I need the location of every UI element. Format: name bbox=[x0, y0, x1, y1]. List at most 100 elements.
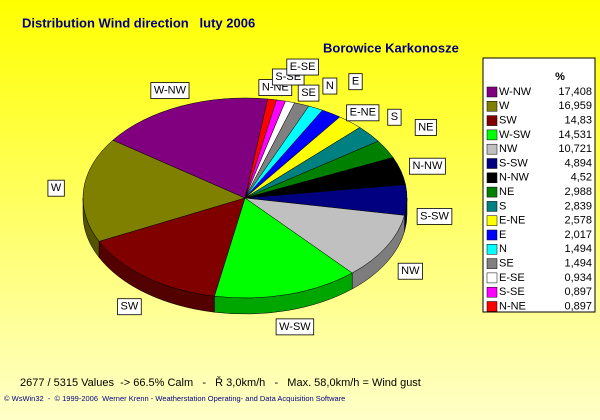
slice-label-box bbox=[297, 84, 320, 102]
footer: 2677 / 5315 Values -> 66.5% Calm - Ř 3,0… bbox=[20, 376, 421, 389]
legend-swatch bbox=[486, 101, 498, 112]
slice-label: W bbox=[47, 179, 65, 197]
slice-label-text: N bbox=[326, 80, 334, 92]
legend-label: S-SW bbox=[499, 157, 528, 169]
legend-value: 2,017 bbox=[564, 229, 592, 241]
slice bbox=[112, 97, 268, 199]
slice-label-box bbox=[322, 77, 338, 95]
legend-label: S-SE bbox=[499, 286, 525, 298]
slice-label-text: NW bbox=[401, 265, 420, 277]
legend-swatch bbox=[486, 115, 498, 126]
legend-value: 4,894 bbox=[564, 157, 592, 169]
legend-value: 1,494 bbox=[564, 243, 592, 255]
legend-label: E-SE bbox=[499, 272, 525, 284]
slice-label-box bbox=[416, 208, 453, 225]
legend-value: 0,897 bbox=[564, 286, 592, 298]
slice-label-box bbox=[286, 58, 319, 76]
slice-label: E-SE bbox=[286, 58, 319, 76]
legend-swatch bbox=[486, 272, 498, 284]
slice-label-text: E bbox=[352, 76, 359, 88]
legend-value: 2,988 bbox=[564, 186, 592, 198]
legend-value: 4,52 bbox=[571, 172, 592, 184]
legend-swatch bbox=[486, 229, 498, 241]
legend-swatch bbox=[486, 286, 498, 298]
legend-label: W bbox=[499, 100, 510, 112]
legend-label: E bbox=[499, 229, 506, 241]
slice-label: NE bbox=[414, 118, 437, 136]
slice-label: SW bbox=[117, 298, 142, 316]
chart-subtitle: Borowice Karkonosze bbox=[323, 40, 459, 55]
slice-label-box bbox=[397, 262, 423, 280]
copyright: © WsWin32 - © 1999-2006 Werner Krenn - W… bbox=[4, 394, 345, 403]
slice-label-box bbox=[409, 157, 446, 175]
legend-value: 14,83 bbox=[564, 115, 592, 127]
chart-title: Distribution Wind direction luty 2006 bbox=[22, 15, 255, 30]
legend-label: S bbox=[499, 200, 506, 212]
slice-label-text: SE bbox=[301, 87, 316, 99]
slice-label: E bbox=[348, 73, 363, 91]
slice-label-box bbox=[346, 104, 380, 122]
slice bbox=[82, 139, 246, 242]
slice-label-text: E-NE bbox=[350, 107, 376, 119]
slice-label: W-NW bbox=[150, 82, 190, 99]
slice bbox=[214, 197, 353, 299]
slice-label-text: SW bbox=[121, 301, 139, 313]
legend-label: E-NE bbox=[499, 215, 525, 227]
slice-label-text: W-NW bbox=[154, 84, 187, 96]
slice-label-box bbox=[117, 298, 142, 316]
legend-value: 14,531 bbox=[558, 129, 592, 141]
legend-value: 1,494 bbox=[564, 258, 592, 270]
legend-swatch bbox=[486, 86, 498, 98]
legend-swatch bbox=[486, 244, 498, 255]
legend-value: 2,578 bbox=[564, 215, 592, 227]
legend-label: N-NW bbox=[499, 172, 530, 184]
slice-label-text: W bbox=[51, 182, 62, 194]
slice-label: N bbox=[322, 77, 338, 95]
slice-label-box bbox=[348, 73, 363, 91]
slice-label: E-NE bbox=[346, 104, 380, 122]
legend-swatch bbox=[486, 186, 498, 198]
legend-box bbox=[482, 57, 596, 313]
legend-label: NW bbox=[499, 143, 518, 155]
legend-value: 16,959 bbox=[558, 100, 592, 112]
legend-swatch bbox=[486, 129, 498, 141]
slice-label-text: W-SW bbox=[279, 321, 311, 333]
legend-label: W-SW bbox=[499, 129, 531, 141]
slice-label: W-SW bbox=[275, 318, 315, 336]
slice-label-box bbox=[414, 118, 437, 136]
legend-swatch bbox=[486, 172, 498, 184]
legend-label: SE bbox=[499, 258, 514, 270]
legend-value: 0,934 bbox=[564, 272, 592, 284]
slice-label-text: E-SE bbox=[290, 61, 316, 73]
slice bbox=[244, 197, 405, 274]
legend-label: W-NW bbox=[499, 86, 532, 98]
slice-label: S bbox=[387, 108, 402, 126]
legend-value: 2,839 bbox=[564, 200, 592, 212]
slice-label-text: N-NW bbox=[412, 160, 443, 172]
legend-swatch bbox=[486, 143, 498, 155]
slice-label: S-SW bbox=[416, 208, 453, 225]
legend-label: NE bbox=[499, 186, 514, 198]
slice-label-box bbox=[47, 179, 65, 197]
slice-label-box bbox=[387, 108, 402, 126]
legend-swatch bbox=[486, 215, 498, 226]
legend-value: 17,408 bbox=[558, 86, 592, 98]
legend-label: N-NE bbox=[499, 300, 526, 312]
legend-value: 0,897 bbox=[564, 300, 592, 312]
slice-label: NW bbox=[397, 262, 423, 280]
legend-swatch bbox=[486, 301, 498, 312]
legend-swatch bbox=[486, 258, 498, 269]
slice-label-box bbox=[150, 82, 190, 99]
slice-label-box bbox=[275, 318, 315, 336]
slice-label-text: S-SW bbox=[420, 210, 449, 222]
legend-header: % bbox=[555, 71, 565, 83]
slice-label: N-NW bbox=[409, 157, 446, 175]
legend-value: 10,721 bbox=[558, 143, 592, 155]
legend-swatch bbox=[486, 158, 498, 169]
slice-label-text: S bbox=[391, 111, 398, 123]
slice-label-text: NE bbox=[418, 121, 433, 133]
legend-swatch bbox=[486, 201, 498, 212]
legend-label: N bbox=[499, 243, 507, 255]
slice-label: SE bbox=[297, 84, 320, 102]
